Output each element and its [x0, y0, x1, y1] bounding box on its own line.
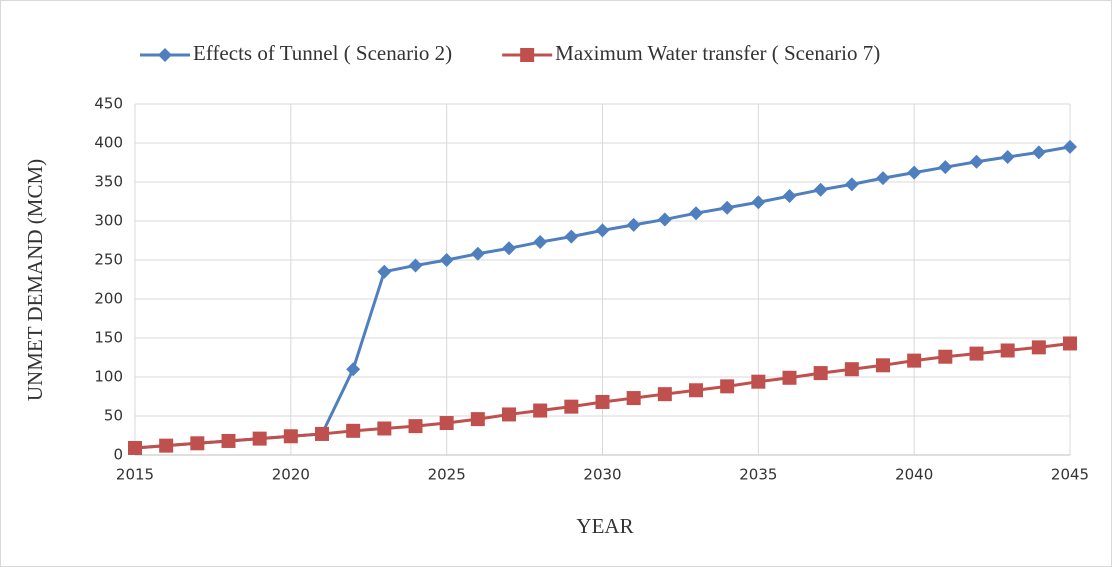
marker [720, 379, 735, 394]
marker [657, 387, 672, 402]
x-tick-label: 2035 [739, 466, 777, 484]
marker [346, 362, 361, 377]
marker [1063, 139, 1077, 154]
marker [564, 399, 579, 414]
marker [969, 154, 984, 169]
marker [408, 258, 423, 273]
legend-marker [520, 48, 535, 62]
marker [377, 264, 392, 279]
marker [813, 182, 828, 197]
marker [626, 217, 641, 232]
marker [128, 440, 142, 455]
marker [907, 165, 922, 180]
marker [377, 421, 392, 436]
marker [720, 200, 735, 215]
marker [782, 189, 797, 204]
marker [1000, 343, 1015, 358]
marker [844, 362, 859, 377]
x-tick-label: 2030 [583, 466, 621, 484]
legend-item: Effects of Tunnel ( Scenario 2) [140, 41, 452, 65]
marker [1000, 150, 1015, 165]
y-tick-label: 50 [104, 407, 123, 425]
x-tick-label: 2015 [116, 466, 154, 484]
y-tick-label: 400 [94, 134, 123, 152]
marker [938, 349, 953, 364]
marker [626, 391, 641, 406]
y-axis-label: UNMET DEMAND (MCM) [23, 159, 47, 401]
marker [689, 383, 703, 398]
y-tick-label: 250 [94, 251, 123, 269]
marker [595, 223, 610, 238]
y-tick-label: 350 [94, 173, 123, 191]
marker [907, 353, 922, 368]
marker [782, 370, 797, 385]
marker [159, 438, 174, 453]
marker [502, 407, 516, 422]
x-tick-label: 2020 [272, 466, 310, 484]
legend-marker [158, 48, 172, 62]
marker [751, 374, 766, 389]
x-tick-label: 2045 [1051, 466, 1089, 484]
marker [439, 416, 454, 431]
marker [689, 206, 703, 221]
y-tick-label: 300 [94, 212, 123, 230]
marker [751, 195, 766, 210]
marker [283, 429, 298, 444]
marker [315, 426, 329, 441]
marker [876, 171, 890, 186]
marker [533, 235, 548, 250]
marker [502, 241, 516, 256]
x-tick-label: 2040 [895, 466, 933, 484]
marker [470, 246, 485, 261]
marker [533, 403, 548, 418]
y-tick-label: 200 [94, 290, 123, 308]
marker [190, 436, 205, 451]
marker [876, 358, 890, 373]
marker [221, 433, 236, 448]
marker [938, 160, 953, 175]
x-tick-label: 2025 [428, 466, 466, 484]
y-tick-label: 450 [94, 95, 123, 113]
marker [564, 229, 579, 244]
marker [346, 423, 361, 438]
y-tick-label: 0 [113, 446, 123, 464]
y-tick-label: 100 [94, 368, 123, 386]
x-axis-label: YEAR [576, 514, 633, 538]
marker [1031, 145, 1046, 160]
marker [470, 412, 485, 427]
legend-label: Effects of Tunnel ( Scenario 2) [193, 41, 452, 65]
marker [1063, 336, 1077, 351]
legend-label: Maximum Water transfer ( Scenario 7) [555, 41, 880, 65]
marker [657, 212, 672, 227]
marker [252, 431, 267, 446]
marker [969, 346, 984, 361]
marker [439, 253, 454, 267]
marker [844, 177, 859, 192]
marker [813, 366, 828, 381]
y-tick-label: 150 [94, 329, 123, 347]
legend-item: Maximum Water transfer ( Scenario 7) [502, 41, 880, 65]
marker [1031, 340, 1046, 355]
marker [408, 419, 423, 434]
marker [595, 394, 610, 409]
